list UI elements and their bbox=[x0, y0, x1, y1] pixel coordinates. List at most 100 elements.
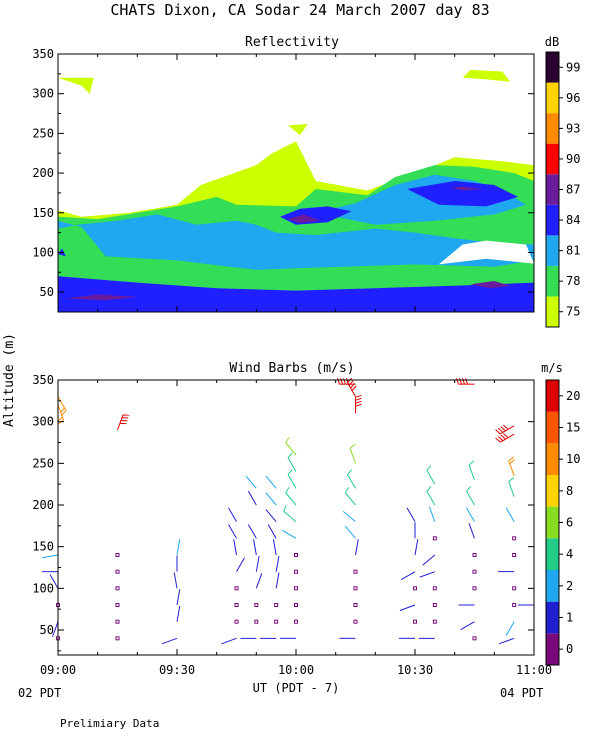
wind-barb bbox=[505, 621, 515, 636]
reflectivity-ytick-label: 100 bbox=[32, 245, 54, 259]
wind-barb bbox=[253, 539, 257, 556]
reflectivity-colorbar-swatch bbox=[546, 296, 559, 327]
reflectivity-colorbar-label: 81 bbox=[566, 244, 580, 258]
reflectivity-ytick-label: 150 bbox=[32, 206, 54, 220]
wind-barb bbox=[468, 523, 475, 539]
wind-barb bbox=[247, 490, 257, 506]
reflectivity-contour-87 bbox=[288, 214, 320, 224]
wind-barb bbox=[255, 573, 263, 589]
wind-barb bbox=[42, 554, 59, 559]
wind-barb bbox=[272, 539, 277, 556]
reflectivity-colorbar-swatch bbox=[546, 52, 559, 83]
wind-barb bbox=[176, 589, 181, 606]
wind-barb-calm bbox=[115, 569, 120, 574]
wind-barb-calm bbox=[353, 619, 358, 624]
reflectivity-colorbar-swatch bbox=[546, 265, 559, 297]
wind-barb-calm bbox=[413, 586, 417, 591]
wind-barb-calm bbox=[432, 619, 437, 624]
wind-barb-calm bbox=[234, 619, 239, 624]
wind-barb bbox=[285, 437, 297, 456]
wind-colorbar-label: 8 bbox=[566, 484, 573, 498]
wind-ytick-label: 250 bbox=[32, 456, 54, 470]
wind-barbs-frame bbox=[57, 379, 535, 656]
wind-barb-calm bbox=[512, 586, 517, 591]
wind-xtick-label: 11:00 bbox=[516, 663, 552, 677]
wind-xtick-label: 10:00 bbox=[278, 663, 314, 677]
wind-barb bbox=[285, 487, 297, 506]
reflectivity-ytick-label: 300 bbox=[32, 87, 54, 101]
wind-barb bbox=[117, 414, 130, 431]
wind-barb-calm bbox=[294, 553, 298, 557]
reflectivity-colorbar-swatch bbox=[546, 174, 559, 205]
reflectivity-colorbar-label: 84 bbox=[566, 213, 580, 227]
wind-barb bbox=[236, 557, 245, 572]
wind-barb-calm bbox=[294, 603, 298, 607]
reflectivity-contour-81 bbox=[58, 214, 534, 270]
wind-barbs-panel: Wind Barbs (m/s) Altitude (m) 5010015020… bbox=[2, 333, 580, 700]
wind-colorbar-swatch bbox=[546, 411, 559, 444]
wind-barb bbox=[342, 510, 356, 523]
reflectivity-colorbar-swatch bbox=[546, 113, 559, 144]
wind-colorbar-swatch bbox=[546, 570, 559, 602]
wind-barb bbox=[233, 539, 237, 556]
reflectivity-colorbar-swatch bbox=[546, 235, 559, 266]
preliminary-note: Prelimiary Data bbox=[60, 717, 159, 730]
reflectivity-contour-87 bbox=[65, 294, 138, 301]
reflectivity-contour-75 bbox=[462, 69, 511, 82]
wind-barb-calm bbox=[274, 619, 279, 624]
wind-barb bbox=[495, 433, 515, 443]
wind-ytick-label: 300 bbox=[32, 415, 54, 429]
wind-barb bbox=[344, 487, 356, 506]
reflectivity-contour-84 bbox=[407, 181, 519, 207]
wind-barb bbox=[57, 396, 67, 416]
wind-barb-calm bbox=[472, 553, 477, 557]
wind-barb-calm bbox=[115, 586, 120, 591]
wind-barb bbox=[228, 524, 237, 539]
wind-barb bbox=[265, 475, 277, 489]
wind-colorbar-label: 15 bbox=[566, 421, 580, 435]
wind-barb bbox=[173, 572, 178, 589]
wind-barb bbox=[245, 475, 257, 489]
reflectivity-colorbar-swatch bbox=[546, 204, 559, 236]
wind-barb bbox=[422, 554, 436, 566]
reflectivity-ytick-label: 50 bbox=[40, 285, 54, 299]
wind-barb-calm bbox=[353, 586, 358, 591]
wind-barb-calm bbox=[472, 636, 477, 641]
reflectivity-panel: Reflectivity 50 100 150 200 250 300 350 dB 75 7… bbox=[32, 35, 580, 328]
wind-barb-calm bbox=[234, 586, 239, 591]
wind-colorbar-swatch bbox=[546, 633, 559, 665]
wind-barb bbox=[281, 529, 297, 539]
wind-colorbar-swatch bbox=[546, 380, 559, 412]
wind-barb bbox=[460, 621, 475, 631]
reflectivity-colorbar-label: 87 bbox=[566, 183, 580, 197]
reflectivity-ytick-label: 250 bbox=[32, 126, 54, 140]
reflectivity-colorbar-frame bbox=[545, 51, 560, 328]
wind-barb-calm bbox=[254, 619, 259, 624]
wind-ytick-label: 50 bbox=[40, 623, 54, 637]
start-date-label: 02 PDT bbox=[18, 686, 61, 700]
wind-barb bbox=[275, 555, 280, 572]
wind-ytick-label: 200 bbox=[32, 498, 54, 512]
wind-colorbar-swatch bbox=[546, 601, 559, 634]
wind-barb-calm bbox=[115, 553, 120, 557]
wind-barb bbox=[265, 509, 277, 522]
wind-barb bbox=[228, 507, 237, 522]
reflectivity-colorbar-swatch bbox=[546, 143, 559, 175]
wind-colorbar-swatch bbox=[546, 443, 559, 475]
wind-barb bbox=[400, 571, 416, 581]
wind-barb-calm bbox=[512, 603, 517, 607]
wind-barb bbox=[287, 452, 297, 472]
wind-colorbar-label: 10 bbox=[566, 452, 580, 466]
wind-barb bbox=[505, 507, 515, 522]
time-axis-label: UT (PDT - 7) bbox=[253, 681, 340, 695]
wind-barb bbox=[468, 460, 475, 481]
figure-title: CHATS Dixon, CA Sodar 24 March 2007 day … bbox=[110, 1, 489, 19]
wind-barb bbox=[426, 465, 436, 485]
wind-barb bbox=[498, 637, 515, 645]
wind-barb bbox=[349, 443, 356, 464]
wind-ytick-label: 350 bbox=[32, 373, 54, 387]
reflectivity-colorbar-label: 99 bbox=[566, 60, 580, 74]
wind-barb-calm bbox=[472, 586, 477, 591]
wind-barb bbox=[426, 486, 436, 506]
